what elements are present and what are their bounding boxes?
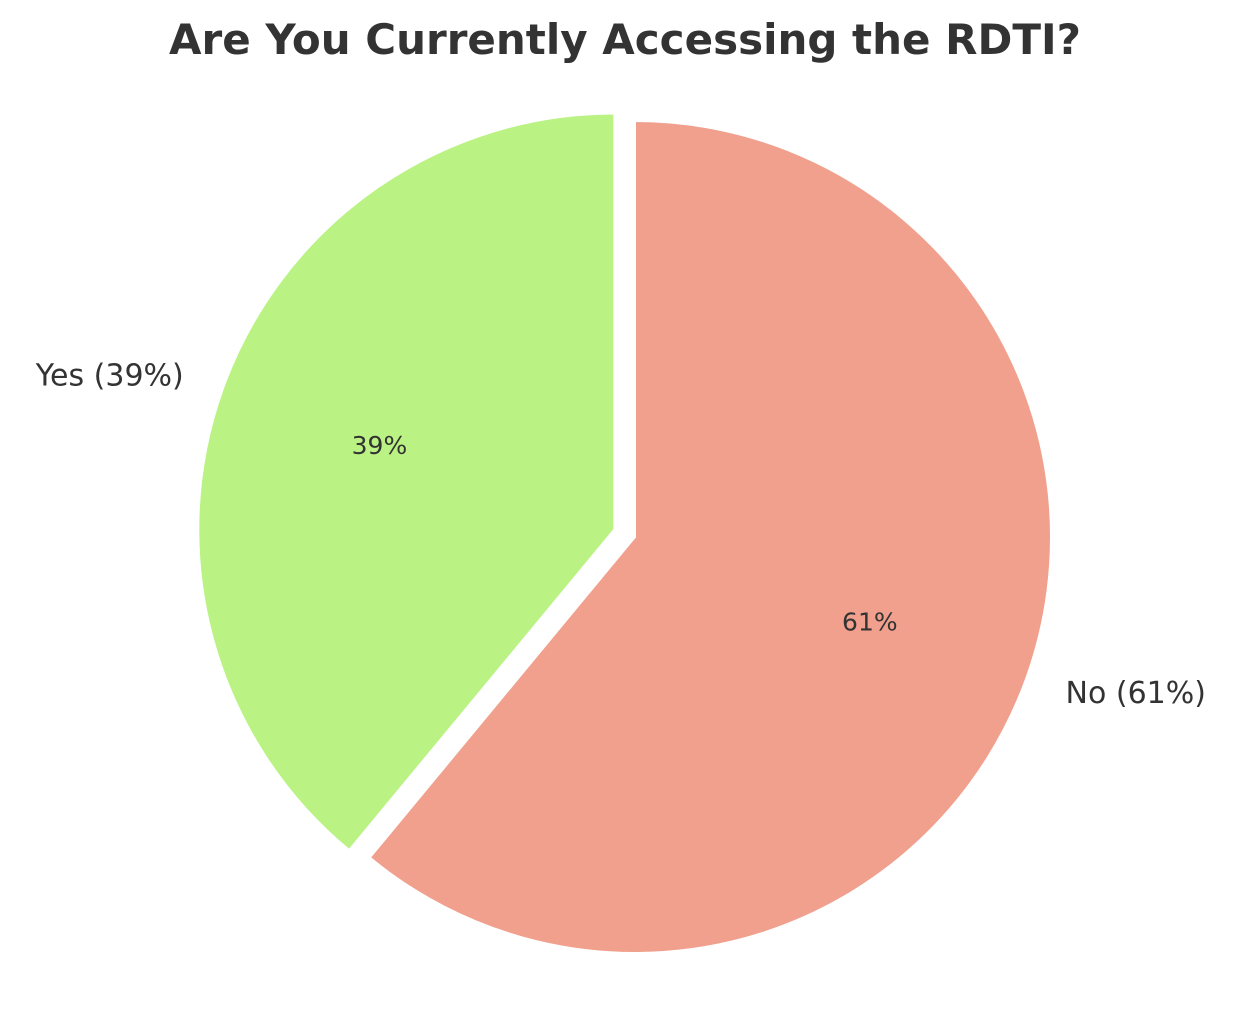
pie-slice-61pct — [368, 119, 1052, 954]
slice-category-label: Yes (39%) — [35, 359, 184, 394]
chart-title: Are You Currently Accessing the RDTI? — [169, 15, 1081, 64]
pie-slices — [197, 112, 1052, 954]
pie-slice-39pct — [197, 112, 616, 852]
slice-percent-label: 61% — [842, 608, 898, 637]
slice-category-label: No (61%) — [1066, 676, 1206, 711]
pie-labels: 61% No (61%) 39% Yes (39%) — [35, 359, 1206, 711]
slice-percent-label: 39% — [352, 431, 408, 460]
